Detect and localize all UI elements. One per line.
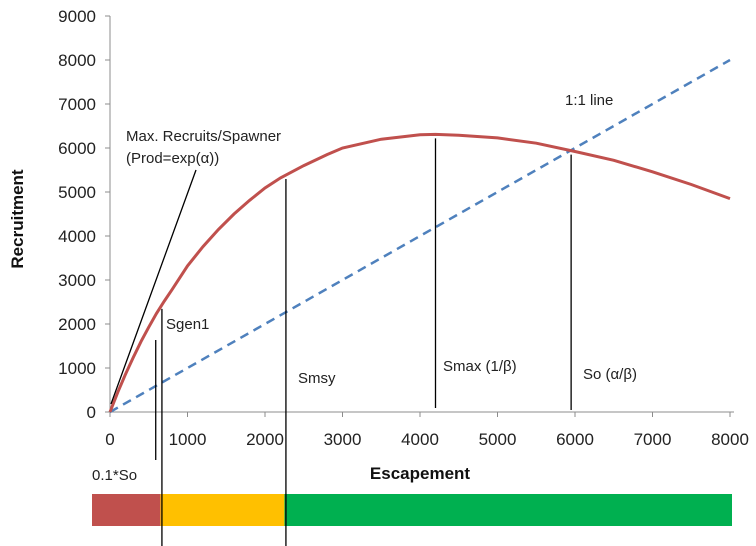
management-zones-bar [92,494,732,526]
sgen-label: Sgen1 [166,316,209,333]
one-to-one-label: 1:1 line [565,92,613,109]
max-recruits-pointer [110,169,197,405]
y-tick-label: 9000 [58,7,96,26]
x-tick-label: 4000 [401,430,439,449]
y-tick-label: 3000 [58,271,96,290]
reference-lines [155,138,572,546]
x-tick-label: 7000 [634,430,672,449]
y-axis-ticks: 0 1000 2000 3000 4000 5000 6000 7000 8000 9000 [58,7,110,422]
y-tick-label: 6000 [58,139,96,158]
y-tick-label: 0 [87,403,96,422]
max-recruits-label: Max. Recruits/Spawner [126,128,281,145]
y-axis-title: Recruitment [8,169,27,269]
smax-label: Smax (1/β) [443,358,517,375]
y-tick-label: 1000 [58,359,96,378]
prod-label: (Prod=exp(α)) [126,150,219,167]
y-tick-label: 4000 [58,227,96,246]
so-label: So (α/β) [583,366,637,383]
x-tick-label: 1000 [169,430,207,449]
replacement-line-1-to-1 [109,58,731,414]
zone-segment-1 [92,494,161,526]
recruitment-curve [108,132,731,413]
smsy-label: Smsy [298,370,336,387]
y-tick-label: 5000 [58,183,96,202]
x-tick-label: 0 [105,430,114,449]
x-tick-label: 2000 [246,430,284,449]
x-tick-label: 3000 [324,430,362,449]
y-tick-label: 7000 [58,95,96,114]
x-axis-title: Escapement [370,464,470,483]
tenth-so-label: 0.1*So [92,467,137,484]
zone-segment-2 [160,494,285,526]
y-tick-label: 2000 [58,315,96,334]
x-tick-label: 6000 [556,430,594,449]
x-tick-label: 5000 [479,430,517,449]
x-tick-label: 8000 [711,430,749,449]
zone-segment-3 [284,494,732,526]
y-tick-label: 8000 [58,51,96,70]
x-axis-ticks: 0 1000 2000 3000 4000 5000 6000 7000 8000 [105,412,749,449]
